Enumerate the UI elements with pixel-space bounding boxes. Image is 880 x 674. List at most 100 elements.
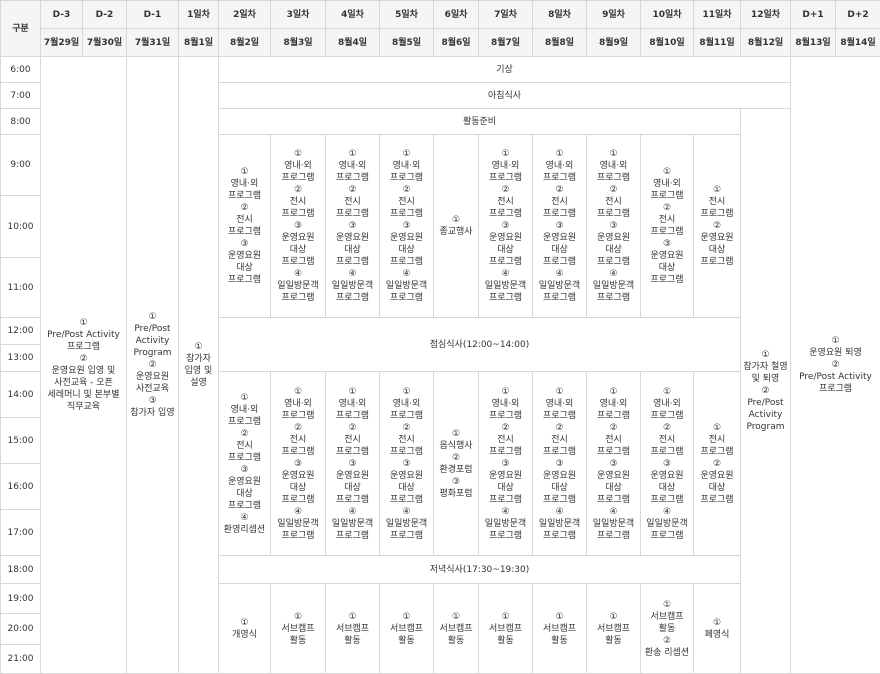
- item-text: 일일방문객 프로그램: [592, 518, 635, 541]
- item-number: ②: [555, 422, 564, 433]
- item-number: ③: [662, 458, 672, 469]
- item-number: ①: [348, 149, 357, 159]
- item: ③ 운영요원 대상 프로그램: [272, 220, 324, 268]
- time-row: 19:00 ① 개영식 ① 서브캠프 활동 ① 서브캠프 활동 ① 서브캠프 활동 ① 서브캠프 활…: [0, 583, 880, 674]
- item: ② 운영요원 사전교육: [128, 359, 177, 395]
- time-label: 8:00: [0, 108, 41, 135]
- time-label: 21:00: [0, 644, 41, 674]
- item-text: 일일방문객 프로그램: [484, 281, 527, 303]
- program-cell: ① 영내·외 프로그램 ② 전시 프로그램 ③ 운영요원 대상 프로그램 ④ 일일방문객 프로…: [325, 134, 380, 318]
- item-number: ③: [451, 476, 461, 487]
- item-number: ③: [609, 221, 618, 231]
- item-number: ①: [555, 149, 564, 159]
- item: ① 참가자 입영 및 설영: [180, 341, 217, 389]
- item-number: ①: [555, 611, 564, 622]
- item-number: ④: [662, 506, 672, 517]
- item: ④ 일일방문객 프로그램: [534, 506, 585, 542]
- time-label: 19:00: [0, 583, 41, 614]
- item: ① 전시 프로그램: [695, 184, 739, 220]
- time-label: 16:00: [0, 463, 41, 510]
- time-label: 20:00: [0, 613, 41, 645]
- item-number: ①: [662, 167, 672, 177]
- item-text: 전시 프로그램: [227, 440, 262, 463]
- day-header: D-3: [40, 0, 83, 29]
- day-header: 7일차: [478, 0, 533, 29]
- date-header: 8월12일: [740, 28, 791, 57]
- day1-cell: ① 참가자 입영 및 설영: [178, 56, 219, 674]
- item-text: 종교행사: [439, 227, 473, 237]
- time-label: 15:00: [0, 417, 41, 464]
- item-number: ②: [609, 422, 618, 433]
- day-header: 1일차: [178, 0, 219, 29]
- program-cell: ① 서브캠프 활동: [379, 583, 434, 674]
- item-text: 전시 프로그램: [488, 434, 523, 457]
- item-number: ②: [761, 386, 770, 396]
- item-text: 전시 프로그램: [700, 434, 734, 457]
- item: ③ 운영요원 대상 프로그램: [480, 458, 531, 506]
- date-header: 8월1일: [178, 28, 219, 57]
- item-number: ③: [148, 396, 157, 406]
- item: ① 전시 프로그램: [695, 422, 739, 458]
- item-number: ①: [501, 386, 510, 397]
- item: ④ 일일방문객 프로그램: [480, 268, 531, 304]
- item-number: ③: [501, 458, 510, 469]
- item-number: ②: [402, 422, 411, 433]
- program-cell: ① 서브캠프 활동: [532, 583, 587, 674]
- item: ① 영내·외 프로그램: [327, 148, 378, 184]
- program-cell: ① 영내·외 프로그램 ② 전시 프로그램 ③ 운영요원 대상 프로그램 ④ 일일방문객 프로…: [532, 371, 587, 556]
- item-number: ③: [240, 464, 249, 475]
- program-cell: ① 폐영식: [693, 583, 741, 674]
- item-text: 서브캠프 활동: [542, 623, 577, 646]
- item-number: ③: [293, 458, 303, 469]
- item-text: 영내·외 프로그램: [542, 398, 577, 421]
- item-text: 전시 프로그램: [227, 215, 262, 237]
- item-text: 영내·외 프로그램: [596, 398, 631, 421]
- item-text: 서브캠프 활동: [439, 623, 473, 646]
- program-cell: ① 음식행사 ② 환경포럼 ③ 평화포럼: [433, 371, 479, 556]
- item: ② 전시 프로그램: [272, 184, 324, 220]
- item-text: 영내·외 프로그램: [389, 398, 424, 421]
- item: ② 전시 프로그램: [534, 422, 585, 458]
- item-text: 전시 프로그램: [650, 434, 684, 457]
- item-number: ③: [609, 458, 618, 469]
- item-text: 개영식: [232, 629, 257, 640]
- item: ② 전시 프로그램: [220, 202, 269, 238]
- item: ① 영내·외 프로그램: [534, 386, 585, 422]
- item-text: 영내·외 프로그램: [650, 398, 684, 421]
- meal-row: 활동준비: [218, 108, 741, 135]
- program-cell: ① 영내·외 프로그램 ② 전시 프로그램 ③ 운영요원 대상 프로그램 ④ 일일방문객 프로…: [478, 134, 533, 318]
- date-header: 8월4일: [325, 28, 380, 57]
- item-number: ①: [402, 386, 411, 397]
- item-text: 전시 프로그램: [542, 197, 577, 219]
- program-cell: ① 영내·외 프로그램 ② 전시 프로그램 ③ 운영요원 대상 프로그램 ④ 일일방문객 프로…: [270, 371, 326, 556]
- header-row: 7월29일 7월30일 7월31일 8월1일 8월2일 8월3일 8월4일 8월5일 8월6일 8…: [1, 28, 880, 57]
- time-label: 7:00: [0, 82, 41, 109]
- day-header: 9일차: [586, 0, 641, 29]
- item: ② 전시 프로그램: [642, 422, 692, 458]
- item-number: ②: [402, 185, 411, 195]
- item: ④ 일일방문객 프로그램: [381, 506, 432, 542]
- item-number: ①: [293, 149, 303, 159]
- item-number: ①: [662, 386, 672, 397]
- item: ② 전시 프로그램: [642, 202, 692, 238]
- item-text: 음식행사: [439, 440, 473, 451]
- item-number: ③: [501, 221, 510, 231]
- item-text: 운영요원 사전교육: [135, 372, 170, 394]
- item-number: ①: [501, 149, 510, 159]
- item-text: 전시 프로그램: [488, 197, 523, 219]
- item-number: ②: [609, 185, 618, 195]
- item-text: Pre/Post Activity Program: [746, 398, 785, 432]
- item: ④ 일일방문객 프로그램: [480, 506, 531, 542]
- item: ② Pre/Post Activity Program: [742, 385, 789, 433]
- item: ② 운영요원 대상 프로그램: [695, 458, 739, 506]
- meal-row: 저녁식사(17:30~19:30): [218, 555, 741, 584]
- item: ③ 운영요원 대상 프로그램: [534, 220, 585, 268]
- item-number: ②: [662, 203, 672, 213]
- item-number: ②: [831, 360, 840, 370]
- corner: 구분: [0, 0, 41, 57]
- item: ③ 운영요원 대상 프로그램: [588, 220, 639, 268]
- item-text: 운영요원 대상 프로그램: [650, 470, 684, 505]
- item: ① 영내·외 프로그램: [480, 148, 531, 184]
- item-text: 영내·외 프로그램: [542, 161, 577, 183]
